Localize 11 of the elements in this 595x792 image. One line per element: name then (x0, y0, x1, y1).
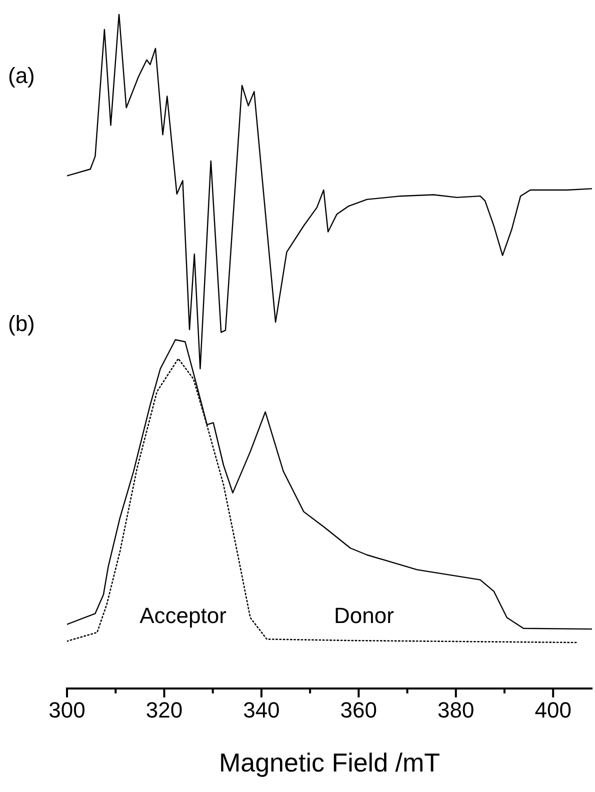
annotation: Donor (334, 603, 394, 628)
text: (b) (8, 311, 35, 336)
x-tick-label: 300 (48, 698, 86, 723)
x-tick-label: 340 (243, 698, 280, 723)
x-tick-label: 380 (438, 698, 474, 723)
x-axis-title: Magnetic Field /mT (218, 748, 440, 778)
text: (a) (8, 63, 35, 88)
x-tick-label: 400 (534, 698, 572, 723)
x-tick-label: 360 (340, 698, 378, 723)
annotation: Acceptor (140, 603, 226, 628)
x-tick-label: 320 (146, 698, 183, 723)
